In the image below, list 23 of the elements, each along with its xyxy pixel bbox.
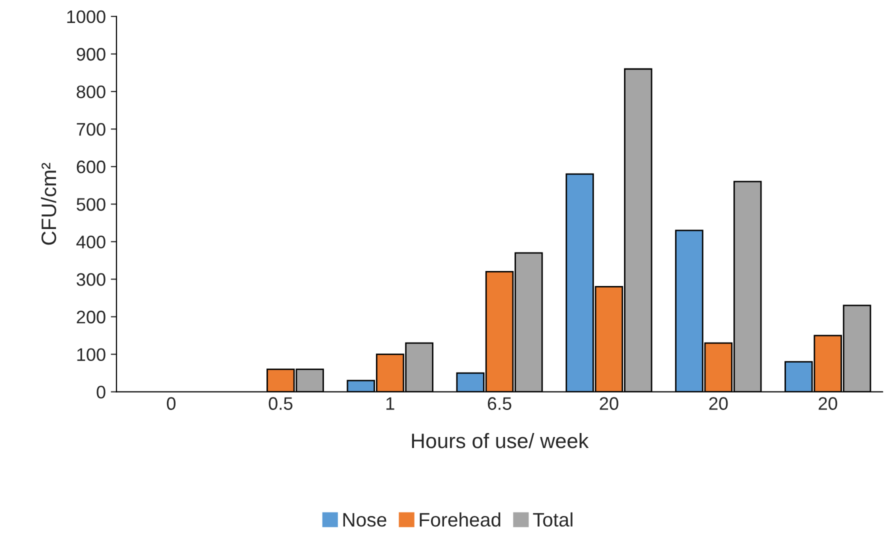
x-tick-label: 0 (166, 397, 176, 410)
x-tick-label: 6.5 (488, 397, 512, 410)
x-tick-label: 20 (709, 397, 728, 410)
x-tick-label: 20 (818, 397, 838, 410)
y-tick-label: 500 (76, 198, 106, 211)
y-tick-label: 200 (76, 310, 106, 324)
y-tick-label: 300 (76, 273, 106, 286)
y-tick-label: 600 (76, 160, 106, 174)
x-tick-label: 20 (600, 397, 618, 410)
x-tick-label: 0.5 (268, 397, 292, 410)
y-tick-label: 900 (76, 48, 106, 61)
y-tick-label: 1000 (67, 10, 106, 24)
y-tick-label: 400 (76, 236, 106, 248)
y-tick-label: 800 (76, 85, 106, 98)
y-tick-label: 700 (76, 122, 106, 136)
legend-label: Total (533, 512, 572, 527)
x-axis-title: Hours of use/ week (412, 432, 589, 448)
y-tick-label: 0 (96, 386, 106, 399)
x-tick-label: 1 (386, 397, 394, 410)
y-tick-label: 100 (77, 348, 106, 361)
y-axis-title: CFU/cm² (40, 162, 56, 245)
legend-label: Forehead (420, 512, 500, 527)
legend-label: Nose (343, 513, 386, 527)
